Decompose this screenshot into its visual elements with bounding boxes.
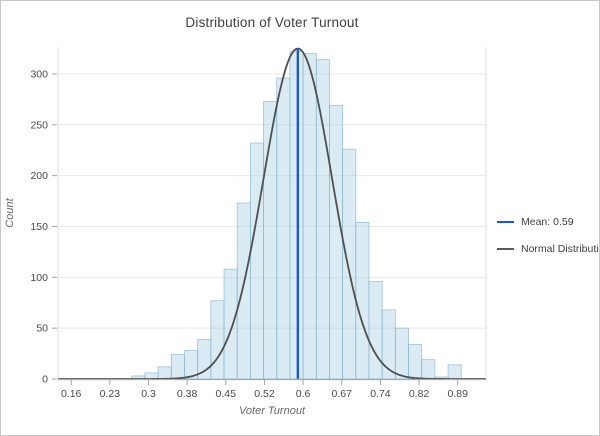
legend: Mean: 0.59 Normal Distribution — [497, 216, 599, 270]
legend-item-normal-distribution: Normal Distribution — [497, 243, 599, 255]
legend-label-mean: Mean: 0.59 — [521, 216, 574, 228]
histogram-bar — [329, 105, 344, 380]
x-tick-label: 0.67 — [332, 388, 353, 400]
y-tick-label: 250 — [30, 119, 48, 131]
plot-borders — [57, 47, 487, 379]
x-axis-title: Voter Turnout — [238, 405, 306, 417]
y-axis-title: Count — [4, 198, 16, 228]
chart-title: Distribution of Voter Turnout — [185, 15, 359, 30]
normal-curve-swatch-icon — [497, 248, 514, 250]
histogram-bar — [408, 344, 423, 380]
x-tick-label: 0.89 — [447, 388, 468, 400]
x-tick-label: 0.38 — [177, 388, 198, 400]
y-tick-label: 50 — [36, 323, 48, 335]
x-tick-label: 0.52 — [254, 388, 275, 400]
y-gridlines — [58, 73, 486, 329]
legend-label-normal-distribution: Normal Distribution — [521, 243, 599, 255]
x-tick-label: 0.3 — [141, 388, 156, 400]
histogram-bar — [315, 59, 330, 380]
histogram-bar — [447, 364, 462, 380]
histogram-bar — [170, 354, 185, 380]
y-tick-label: 300 — [30, 68, 48, 80]
x-tick-label: 0.16 — [61, 388, 82, 400]
histogram-bar — [355, 222, 370, 380]
y-tick-label: 150 — [30, 221, 48, 233]
histogram-bar — [368, 280, 383, 380]
histogram-bar — [342, 148, 357, 380]
histogram-bar — [223, 268, 238, 380]
legend-item-mean: Mean: 0.59 — [497, 216, 599, 228]
histogram-bar — [394, 327, 409, 380]
histogram-bar — [210, 300, 225, 380]
mean-line-swatch-icon — [497, 221, 514, 223]
histogram-bars — [131, 51, 462, 380]
histogram-bar — [289, 51, 304, 380]
y-axis: 0 50 100 150 200 250 300 — [30, 68, 57, 386]
histogram-bar — [276, 77, 291, 380]
x-tick-label: 0.74 — [370, 388, 391, 400]
y-tick-label: 0 — [42, 374, 48, 386]
y-tick-label: 100 — [30, 272, 48, 284]
x-tick-label: 0.23 — [100, 388, 121, 400]
x-tick-label: 0.6 — [296, 388, 311, 400]
x-tick-label: 0.45 — [216, 388, 237, 400]
y-tick-label: 200 — [30, 170, 48, 182]
histogram-bar — [236, 202, 251, 380]
x-tick-label: 0.82 — [409, 388, 430, 400]
histogram-bar — [249, 142, 264, 380]
histogram-bar — [421, 359, 436, 380]
histogram-bar — [302, 53, 317, 380]
x-axis: 0.16 0.23 0.3 0.38 0.45 0.52 0.6 0.67 0.74 0.82 0.… — [58, 378, 486, 400]
histogram-bar — [157, 366, 172, 380]
